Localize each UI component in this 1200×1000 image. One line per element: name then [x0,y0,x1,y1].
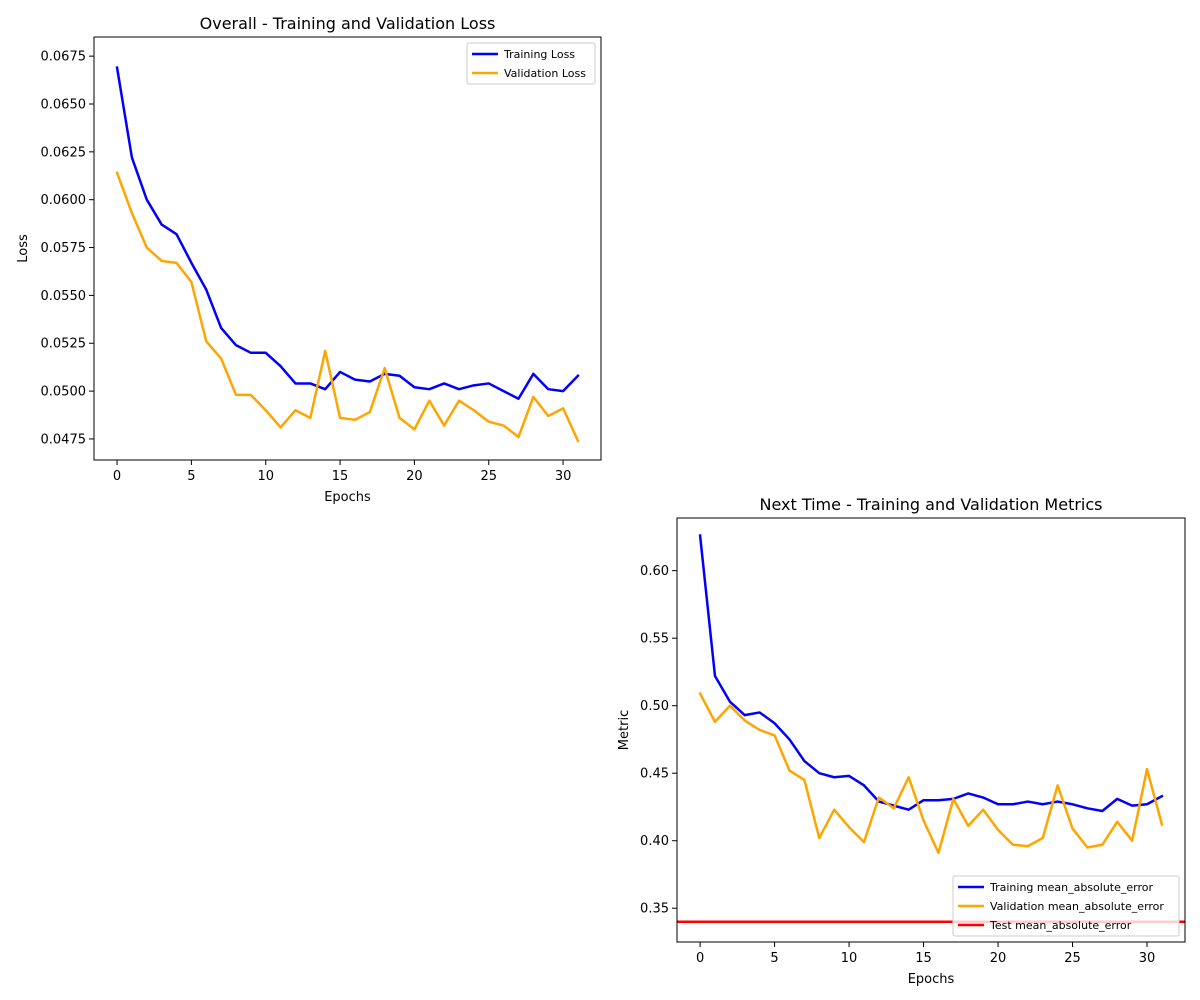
x-tick-label: 30 [555,469,572,484]
series-line-validation [115,171,580,443]
x-tick-label: 25 [480,469,497,484]
x-tick-label: 0 [113,469,121,484]
y-tick-label: 0.0600 [41,193,87,208]
plot-area [115,66,580,443]
x-tick-label: 20 [406,469,423,484]
y-tick-label: 0.0675 [41,50,87,65]
y-tick-label: 0.0475 [41,432,87,447]
series-line-training [698,534,1164,813]
chart-1: Next Time - Training and Validation Metr… [617,495,1186,987]
chart-0: Overall - Training and Validation Loss 0 5… [16,14,602,505]
legend: Training mean_absolute_error Validation m… [952,875,1180,937]
axes-frame [93,36,602,461]
y-tick-label: 0.0500 [41,385,87,400]
x-tick-label: 30 [1139,951,1156,966]
series-line-validation [698,691,1164,855]
legend-box [466,42,596,85]
y-tick-label: 0.40 [640,834,669,849]
legend-entry-label: Test mean_absolute_error [989,919,1132,932]
x-tick-label: 5 [770,951,778,966]
x-tick-label: 15 [915,951,932,966]
legend-entry-label: Training Loss [503,48,575,61]
plot-area [677,534,1185,923]
y-tick-label: 0.0625 [41,145,87,160]
x-tick-label: 5 [187,469,195,484]
series-line-training [115,66,580,400]
x-tick-label: 15 [332,469,349,484]
legend-box [952,875,1180,937]
chart-title: Overall - Training and Validation Loss [200,14,496,33]
y-axis-label: Metric [617,710,632,750]
y-tick-label: 0.0525 [41,337,87,352]
x-tick-label: 10 [257,469,274,484]
y-tick-label: 0.60 [640,564,669,579]
legend-entry-label: Validation mean_absolute_error [990,900,1164,913]
y-tick-label: 0.0575 [41,241,87,256]
legend-entry-label: Training mean_absolute_error [989,881,1153,894]
y-axis-label: Loss [16,234,31,263]
x-axis-label: Epochs [908,972,955,987]
y-tick-label: 0.55 [640,632,669,647]
legend-entry-label: Validation Loss [504,67,586,80]
x-tick-label: 20 [990,951,1007,966]
chart-title: Next Time - Training and Validation Metr… [759,495,1102,514]
y-tick-label: 0.45 [640,767,669,782]
y-tick-label: 0.0650 [41,97,87,112]
x-axis-label: Epochs [324,490,371,505]
x-tick-label: 10 [841,951,858,966]
x-tick-label: 0 [696,951,704,966]
y-tick-label: 0.0550 [41,289,87,304]
x-tick-label: 25 [1064,951,1081,966]
y-tick-label: 0.35 [640,902,669,917]
axes-frame [676,517,1186,943]
y-tick-label: 0.50 [640,699,669,714]
legend: Training Loss Validation Loss [466,42,596,85]
